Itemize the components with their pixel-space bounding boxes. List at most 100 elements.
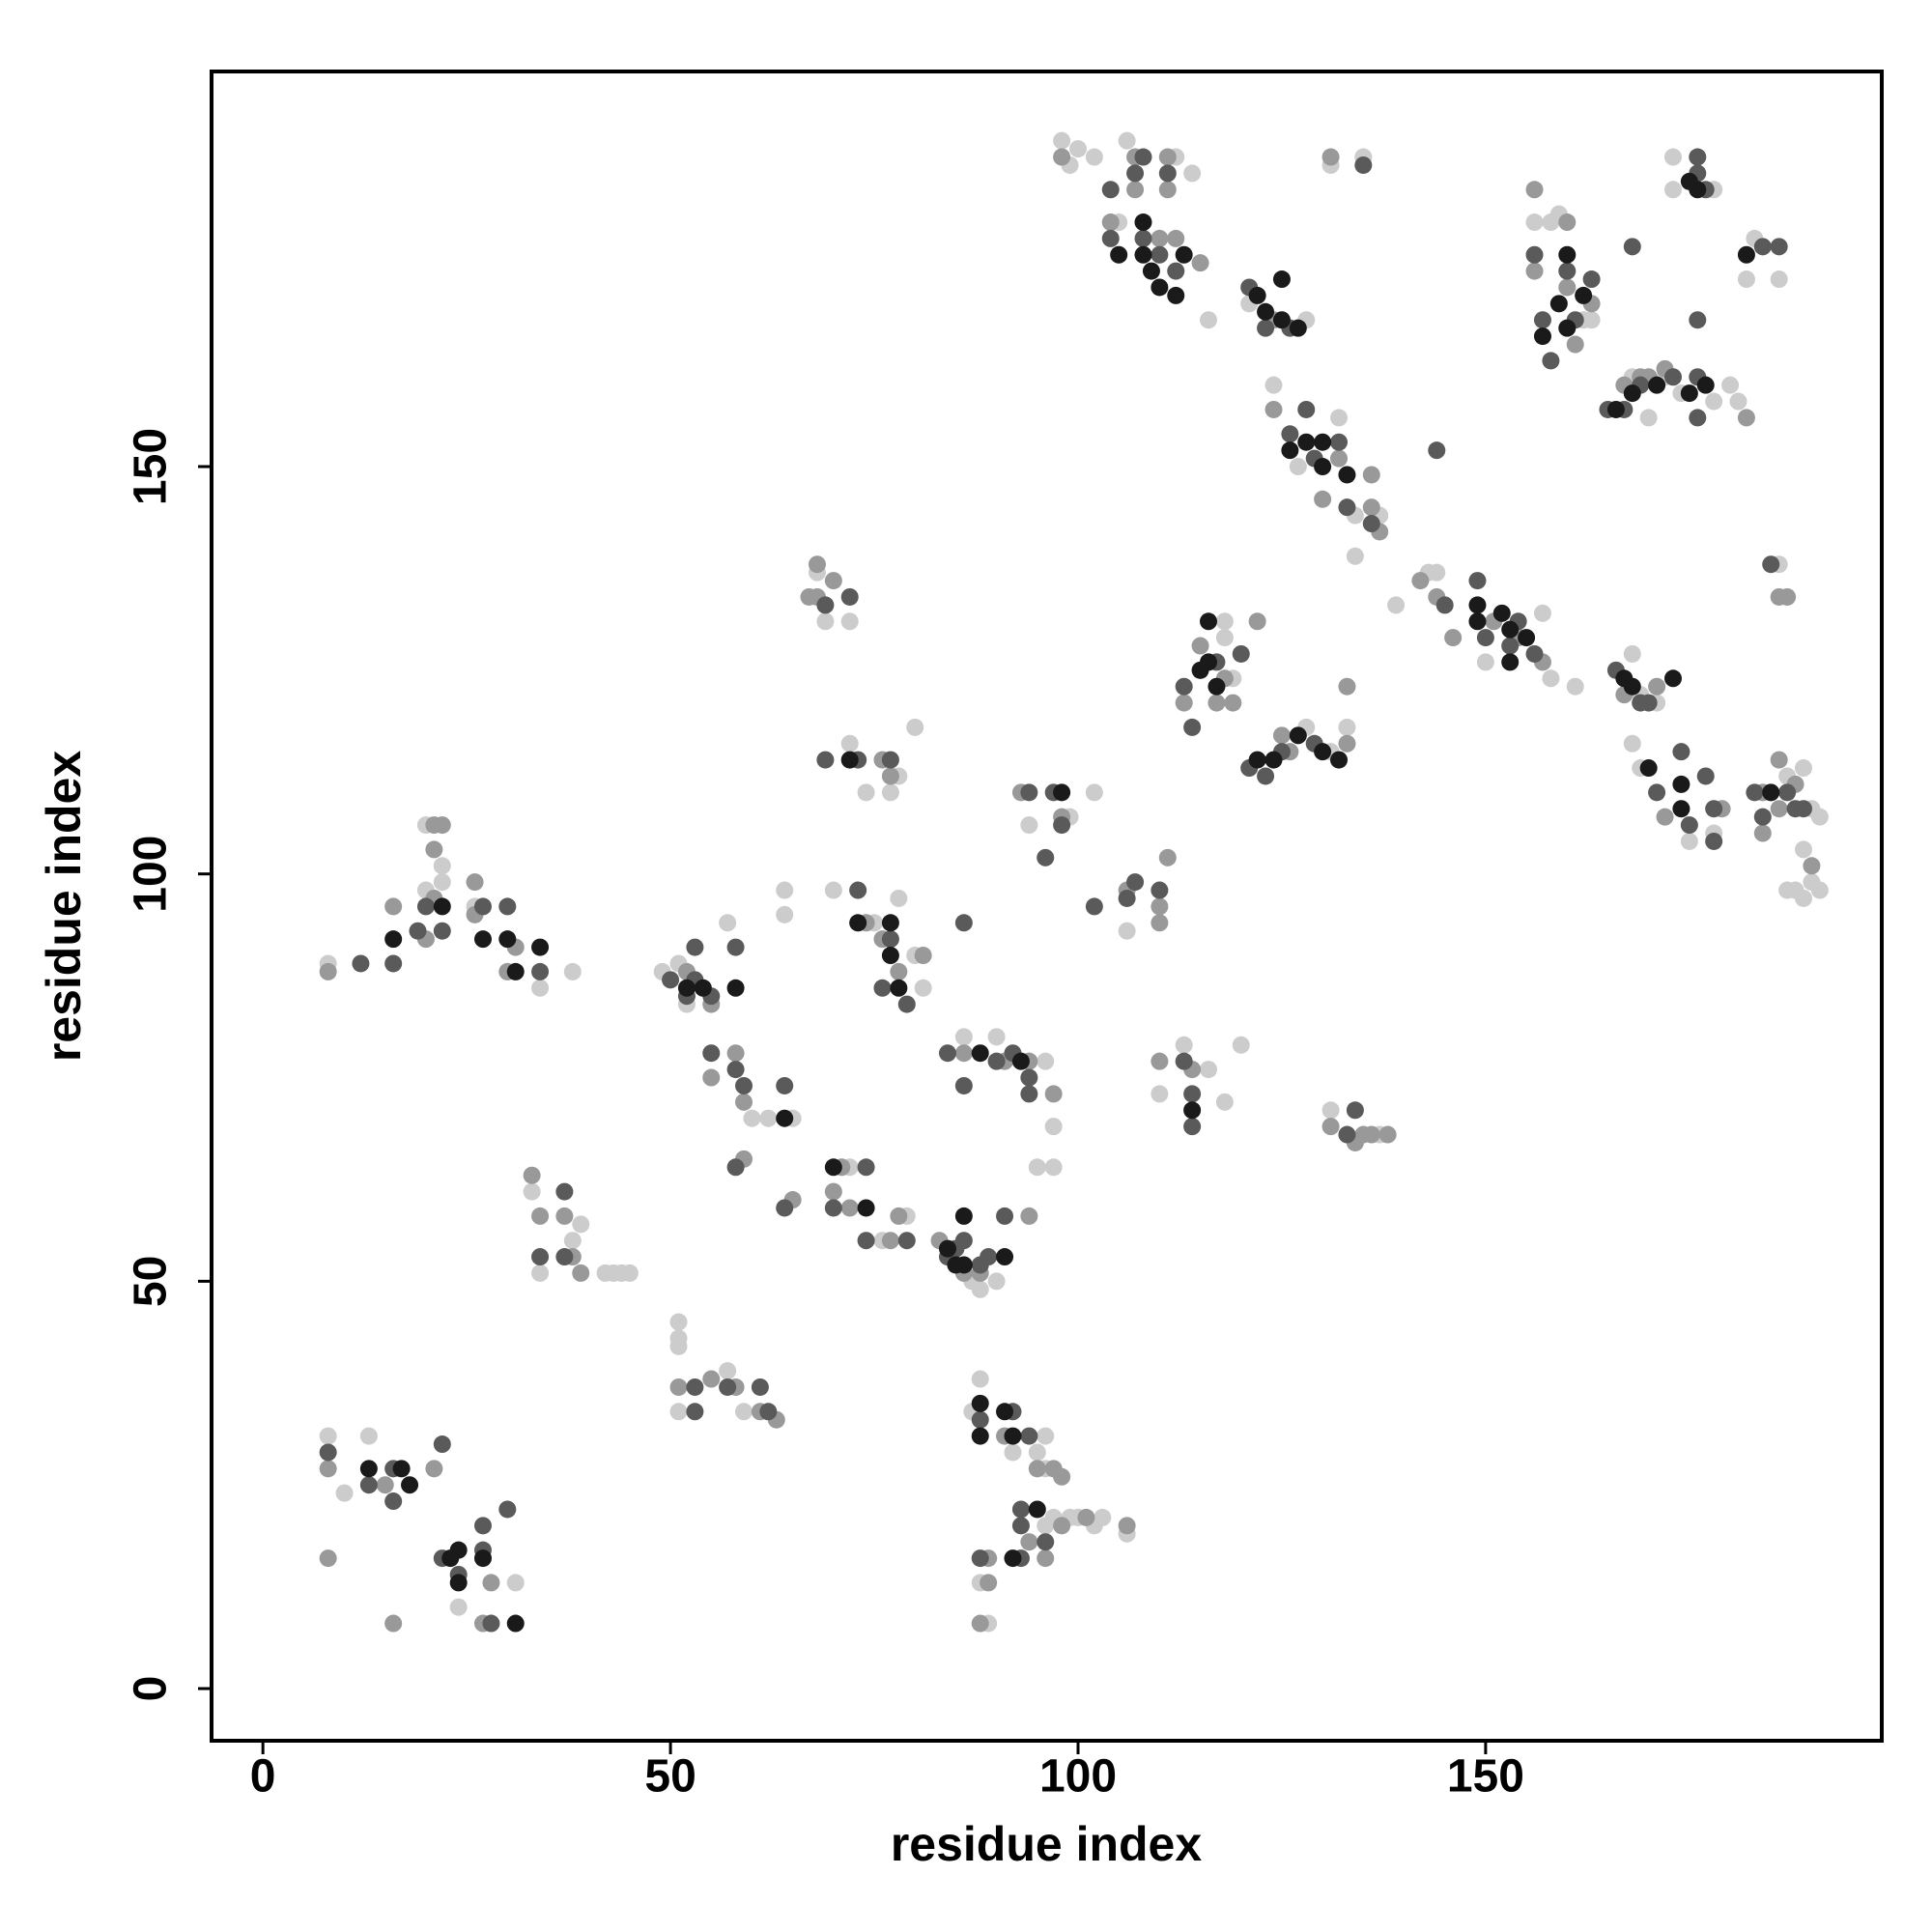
point [954,1028,973,1046]
point [1004,1443,1022,1462]
point [776,1199,794,1217]
point [1623,238,1641,256]
point [1020,816,1038,835]
point [677,979,696,997]
point [319,1549,337,1568]
point [840,587,859,606]
point [433,897,451,916]
point [816,596,835,614]
point [1101,213,1120,232]
point [1321,148,1340,166]
point [873,979,892,997]
point [449,1598,468,1616]
point [954,1044,973,1063]
point [1208,677,1226,696]
point [824,1199,842,1217]
point [1110,245,1128,264]
point [1525,262,1544,280]
point [1338,498,1356,517]
point [1264,376,1283,394]
point [1411,572,1430,590]
point [686,1403,704,1421]
point [1794,840,1812,859]
point [1338,1125,1356,1144]
point [1175,677,1193,696]
point [1476,653,1494,671]
point [466,873,484,892]
point [416,897,435,916]
point [384,954,403,973]
point [669,1403,688,1421]
point [1753,808,1772,826]
point [1721,376,1740,394]
point [890,889,908,907]
point [1028,1158,1046,1177]
point [1175,245,1193,264]
point [563,1232,582,1250]
point [409,922,427,940]
point [1558,319,1577,337]
point [954,1207,973,1225]
point [1533,604,1551,622]
y-tick-label: 0 [126,1676,177,1702]
point [881,751,899,769]
point [897,995,916,1013]
point [1126,873,1145,892]
point [1044,1158,1063,1177]
point [857,1232,875,1250]
point [1346,1101,1364,1120]
point [1314,458,1332,476]
point [1501,637,1520,655]
point [840,612,859,631]
point [425,1460,443,1478]
point [669,1337,688,1355]
point [319,962,337,980]
point [669,1313,688,1331]
point [1199,612,1217,631]
point [1232,1036,1250,1054]
point [1020,1068,1038,1087]
point [555,1248,574,1266]
point [319,1427,337,1445]
point [1151,278,1169,297]
point [1158,848,1177,867]
point [996,1403,1014,1421]
point [1476,629,1494,647]
point [1151,245,1169,264]
point [1044,1118,1063,1136]
point [1330,433,1349,451]
point [1705,800,1723,818]
point [1378,1125,1397,1144]
point [1020,1085,1038,1103]
point [384,897,403,916]
point [1737,270,1755,289]
point [384,1492,403,1511]
point [1770,800,1788,818]
point [1810,881,1829,899]
point [824,881,842,899]
point [1272,726,1291,745]
point [1297,400,1316,418]
point [1558,278,1577,297]
point [1053,816,1071,835]
point [1663,669,1682,688]
point [980,1248,998,1266]
point [1011,1500,1030,1519]
point [1321,1118,1340,1136]
point [482,1614,500,1633]
point [1248,612,1266,631]
point [1542,669,1560,688]
point [1623,677,1641,696]
point [1770,238,1788,256]
point [1518,629,1536,647]
point [531,1264,550,1282]
point [800,587,818,606]
point [954,1256,973,1274]
point [433,873,451,892]
point [1248,751,1266,769]
point [971,1394,989,1412]
point [1215,629,1234,647]
point [1208,694,1226,712]
